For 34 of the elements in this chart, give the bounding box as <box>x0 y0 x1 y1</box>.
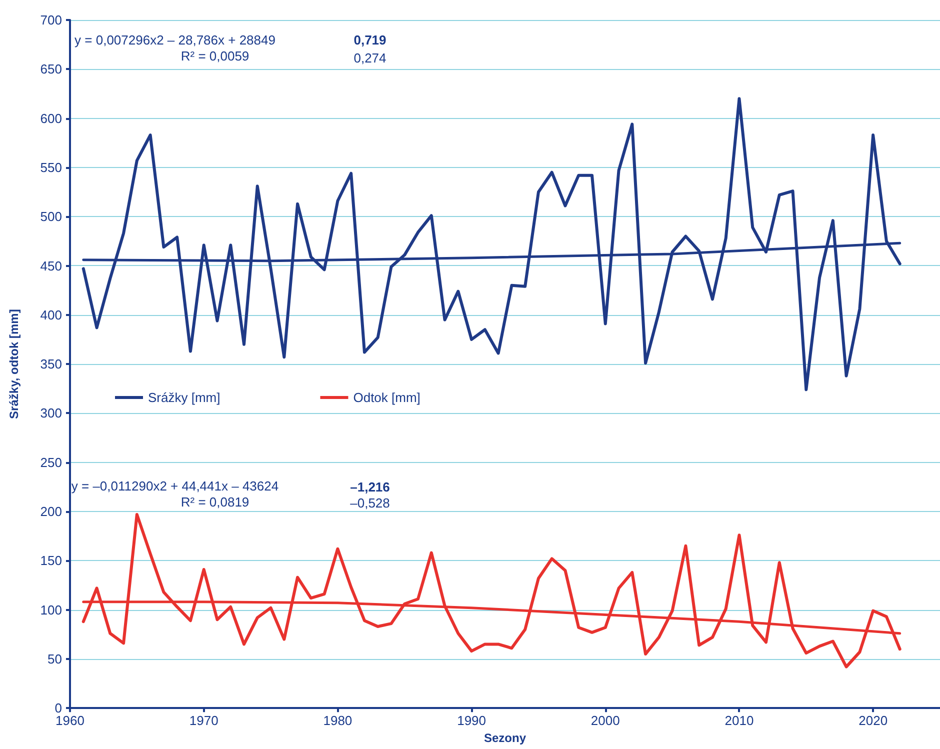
x-tick-label: 1980 <box>323 713 352 728</box>
y-tick-label: 350 <box>40 356 62 372</box>
y-tick-label: 150 <box>40 553 62 568</box>
y-tick-label: 400 <box>40 307 62 322</box>
x-tick-label: 2020 <box>858 713 888 728</box>
y-tick-label: 500 <box>40 209 62 224</box>
y-axis-title: Srážky, odtok [mm] <box>7 309 21 419</box>
legend-label: Srážky [mm] <box>148 390 220 405</box>
x-tick-label: 1970 <box>189 713 218 728</box>
annotation: R² = 0,0059 <box>180 48 250 64</box>
annotation: R² = 0,0819 <box>180 494 250 510</box>
y-tick-label: 250 <box>40 454 62 470</box>
legend-label: Odtok [mm] <box>353 390 420 405</box>
annotation: y = –0,011290x2 + 44,441x – 43624 <box>71 478 279 494</box>
annotation: –1,216 <box>350 480 390 494</box>
y-tick-label: 600 <box>40 110 62 126</box>
y-tick-label: 700 <box>40 12 62 28</box>
annotation: 0,719 <box>354 32 386 48</box>
x-tick-label: 2000 <box>590 713 620 728</box>
x-tick-label: 1960 <box>56 713 84 728</box>
x-axis-title: Sezony <box>484 731 526 745</box>
y-tick-label: 100 <box>40 602 62 618</box>
x-tick-label: 2010 <box>724 713 754 728</box>
y-tick-label: 650 <box>40 62 62 77</box>
y-tick-label: 300 <box>40 406 62 421</box>
annotation: –0,528 <box>350 496 390 510</box>
y-tick-label: 200 <box>40 504 62 519</box>
y-tick-label: 50 <box>48 651 62 666</box>
x-tick-label: 1990 <box>457 713 486 728</box>
annotation: y = 0,007296x2 – 28,786x + 28849 <box>74 32 276 48</box>
y-tick-label: 450 <box>40 258 62 274</box>
annotation: 0,274 <box>354 50 386 66</box>
y-tick-label: 550 <box>40 160 62 175</box>
y-tick-label: 0 <box>54 700 62 716</box>
